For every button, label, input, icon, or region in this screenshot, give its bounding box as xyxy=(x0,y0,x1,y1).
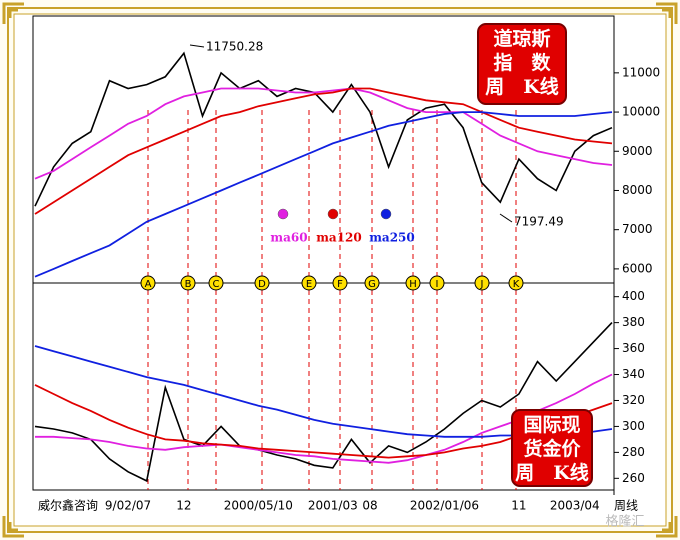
event-marker xyxy=(405,275,421,291)
y-tick-label: 9000 xyxy=(622,144,653,158)
event-marker-label: J xyxy=(480,279,484,290)
event-marker xyxy=(508,275,524,291)
event-marker xyxy=(254,275,270,291)
x-tick-label: 2000/05/10 xyxy=(224,499,293,513)
event-marker xyxy=(180,275,196,291)
watermark: 格隆汇 xyxy=(605,514,644,530)
x-tick-label: 2003/04 xyxy=(550,499,600,513)
title-line: 货金价 xyxy=(523,437,581,460)
legend-swatch xyxy=(327,208,339,220)
legend-label: ma60 xyxy=(270,231,307,245)
annotation: 7197.49 xyxy=(514,215,564,229)
ornament xyxy=(2,516,24,538)
event-marker xyxy=(208,275,224,291)
title-box-bg xyxy=(477,23,567,105)
x-tick-label: 2001/03 xyxy=(308,499,358,513)
y-tick-label: 400 xyxy=(622,289,645,303)
event-marker xyxy=(332,275,348,291)
y-tick-label: 320 xyxy=(622,393,645,407)
y-tick-label: 340 xyxy=(622,367,645,381)
annotation-leader xyxy=(499,213,513,223)
x-tick-label: 2002/01/06 xyxy=(410,499,479,513)
period-label: 周线 xyxy=(614,499,638,513)
x-tick-label: 12 xyxy=(176,499,191,513)
title-box-bg xyxy=(511,409,593,487)
event-marker-label: E xyxy=(306,279,312,290)
annotation: 11750.28 xyxy=(206,40,263,54)
ornament xyxy=(656,516,678,538)
event-marker xyxy=(301,275,317,291)
price-line xyxy=(34,322,613,483)
y-tick-label: 280 xyxy=(622,445,645,459)
frame xyxy=(7,7,673,533)
ma-line xyxy=(34,87,613,215)
source-label: 威尔鑫咨询 xyxy=(38,498,98,513)
ma-line xyxy=(34,87,613,180)
event-marker-label: D xyxy=(258,279,266,290)
title-line: 周 K线 xyxy=(515,461,589,484)
y-tick-label: 360 xyxy=(622,341,645,355)
y-tick-label: 10000 xyxy=(622,105,660,119)
price-line xyxy=(34,51,613,207)
x-tick-label: 11 xyxy=(511,499,526,513)
y-tick-label: 300 xyxy=(622,419,645,433)
ornament xyxy=(656,2,678,24)
event-marker-label: K xyxy=(513,279,520,290)
y-tick-label: 260 xyxy=(622,471,645,485)
y-tick-label: 8000 xyxy=(622,183,653,197)
event-marker-label: H xyxy=(409,279,417,290)
event-marker-label: F xyxy=(337,279,343,290)
legend-label: ma250 xyxy=(369,231,415,245)
title-line: 国际现 xyxy=(523,414,580,436)
x-tick-label: 9/02/07 xyxy=(105,499,151,513)
event-marker xyxy=(140,275,156,291)
legend-label: ma120 xyxy=(316,231,362,245)
title-line: 周 K线 xyxy=(485,75,559,98)
title-line: 道琼斯 xyxy=(493,27,550,50)
event-marker xyxy=(429,275,445,291)
event-marker-label: C xyxy=(213,279,220,290)
ma-line xyxy=(34,111,613,278)
event-marker-label: G xyxy=(368,279,376,290)
event-marker xyxy=(474,275,490,291)
legend-swatch xyxy=(277,208,289,220)
y-tick-label: 7000 xyxy=(622,222,653,236)
y-tick-label: 11000 xyxy=(622,65,660,79)
title-line: 指 数 xyxy=(493,51,551,74)
x-tick-label: 08 xyxy=(362,499,377,513)
legend-swatch xyxy=(380,208,392,220)
event-marker-label: B xyxy=(185,279,192,290)
event-marker-label: I xyxy=(436,279,439,290)
annotation-leader xyxy=(189,44,205,48)
ornament xyxy=(2,2,24,24)
y-tick-label: 380 xyxy=(622,315,645,329)
event-marker-label: A xyxy=(145,279,152,290)
event-marker xyxy=(364,275,380,291)
y-tick-label: 6000 xyxy=(622,261,653,275)
